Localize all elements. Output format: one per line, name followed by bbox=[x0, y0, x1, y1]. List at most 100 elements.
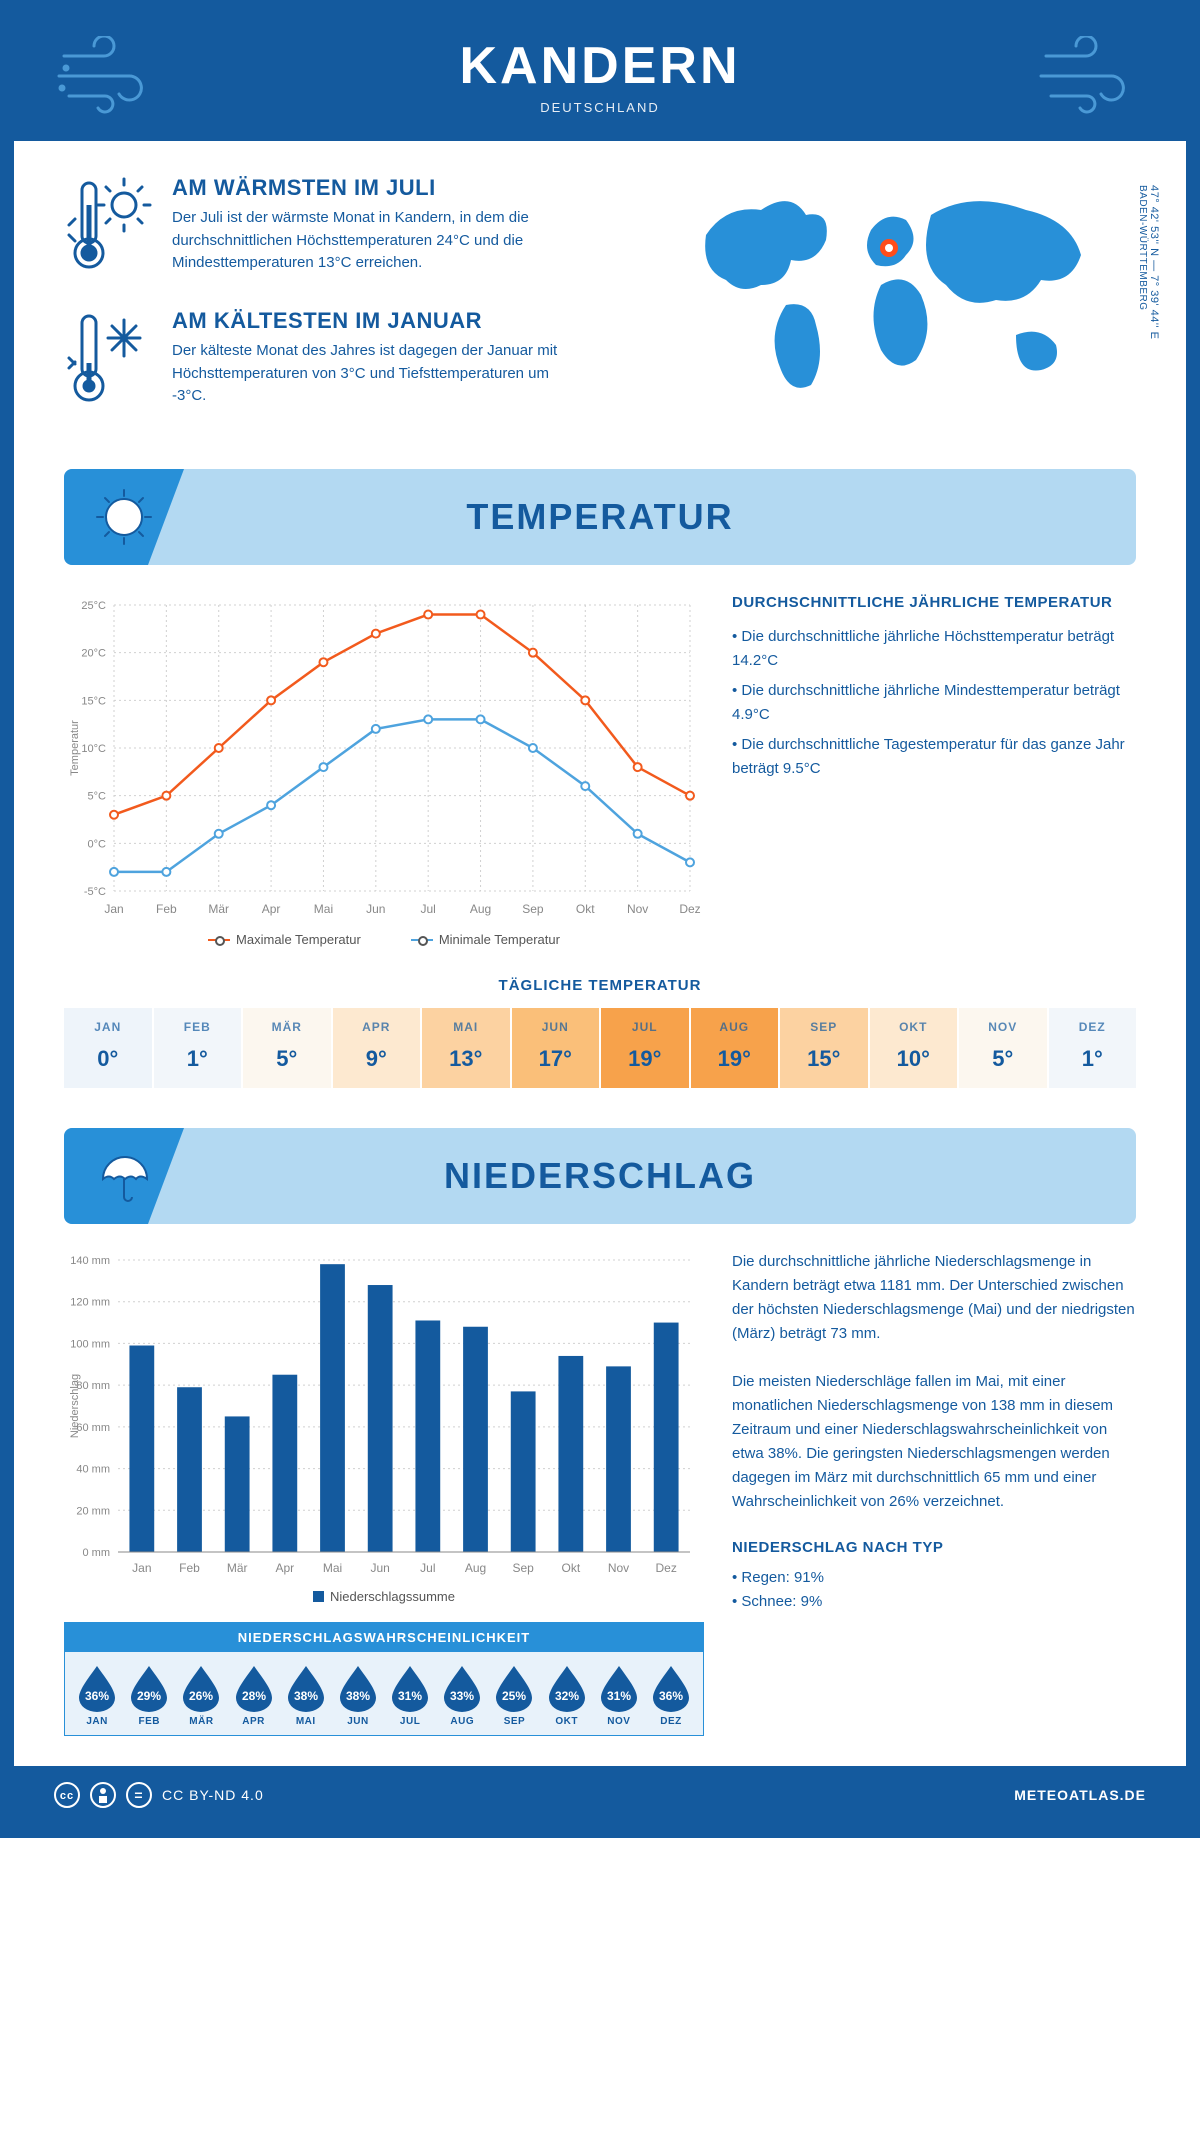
svg-text:Dez: Dez bbox=[655, 1561, 676, 1575]
svg-text:0°C: 0°C bbox=[88, 838, 107, 850]
daily-temp-table: JAN0°FEB1°MÄR5°APR9°MAI13°JUN17°JUL19°AU… bbox=[64, 1008, 1136, 1088]
temperature-summary: DURCHSCHNITTLICHE JÄHRLICHE TEMPERATUR •… bbox=[732, 591, 1136, 947]
svg-text:Jul: Jul bbox=[420, 1561, 435, 1575]
prob-cell: 32%OKT bbox=[541, 1664, 593, 1727]
sun-icon bbox=[64, 469, 184, 565]
svg-text:Feb: Feb bbox=[156, 902, 177, 916]
daily-temp-title: TÄGLICHE TEMPERATUR bbox=[64, 977, 1136, 994]
svg-text:Okt: Okt bbox=[576, 902, 595, 916]
svg-text:0 mm: 0 mm bbox=[83, 1547, 111, 1559]
svg-text:Apr: Apr bbox=[262, 902, 281, 916]
svg-text:140 mm: 140 mm bbox=[70, 1255, 110, 1267]
svg-text:31%: 31% bbox=[398, 1689, 422, 1703]
prob-cell: 36%JAN bbox=[71, 1664, 123, 1727]
daily-cell: OKT10° bbox=[870, 1008, 958, 1088]
daily-cell: MÄR5° bbox=[243, 1008, 331, 1088]
daily-cell: DEZ1° bbox=[1049, 1008, 1137, 1088]
umbrella-icon bbox=[64, 1128, 184, 1224]
svg-text:Aug: Aug bbox=[465, 1561, 486, 1575]
country: DEUTSCHLAND bbox=[14, 100, 1186, 115]
svg-text:=: = bbox=[134, 1787, 143, 1803]
svg-text:Mär: Mär bbox=[208, 902, 229, 916]
prob-cell: 31%JUL bbox=[384, 1664, 436, 1727]
coldest-text: Der kälteste Monat des Jahres ist dagege… bbox=[172, 340, 572, 408]
svg-text:Nov: Nov bbox=[627, 902, 648, 916]
coldest-block: AM KÄLTESTEN IM JANUAR Der kälteste Mona… bbox=[64, 308, 646, 413]
daily-cell: MAI13° bbox=[422, 1008, 510, 1088]
daily-cell: JUL19° bbox=[601, 1008, 689, 1088]
svg-text:Mai: Mai bbox=[314, 902, 333, 916]
svg-text:31%: 31% bbox=[607, 1689, 631, 1703]
temperature-legend: Maximale Temperatur Minimale Temperatur bbox=[64, 932, 704, 947]
svg-text:80 mm: 80 mm bbox=[76, 1380, 110, 1392]
svg-text:26%: 26% bbox=[189, 1689, 213, 1703]
footer: cc = CC BY-ND 4.0 METEOATLAS.DE bbox=[14, 1766, 1186, 1824]
city-name: KANDERN bbox=[14, 36, 1186, 96]
precipitation-summary: Die durchschnittliche jährliche Niedersc… bbox=[732, 1250, 1136, 1736]
svg-text:Temperatur: Temperatur bbox=[69, 720, 81, 776]
svg-text:32%: 32% bbox=[555, 1689, 579, 1703]
svg-text:38%: 38% bbox=[294, 1689, 318, 1703]
svg-text:25%: 25% bbox=[502, 1689, 526, 1703]
site-name: METEOATLAS.DE bbox=[1014, 1787, 1146, 1803]
svg-text:36%: 36% bbox=[85, 1689, 109, 1703]
precipitation-banner: NIEDERSCHLAG bbox=[64, 1128, 1136, 1224]
daily-cell: JAN0° bbox=[64, 1008, 152, 1088]
warmest-block: AM WÄRMSTEN IM JULI Der Juli ist der wär… bbox=[64, 175, 646, 280]
svg-text:Okt: Okt bbox=[561, 1561, 580, 1575]
svg-text:Sep: Sep bbox=[522, 902, 544, 916]
prob-cell: 29%FEB bbox=[123, 1664, 175, 1727]
warmest-text: Der Juli ist der wärmste Monat in Kander… bbox=[172, 207, 572, 275]
prob-cell: 26%MÄR bbox=[175, 1664, 227, 1727]
svg-text:20°C: 20°C bbox=[81, 648, 106, 660]
svg-text:120 mm: 120 mm bbox=[70, 1297, 110, 1309]
svg-text:5°C: 5°C bbox=[88, 791, 107, 803]
daily-cell: APR9° bbox=[333, 1008, 421, 1088]
license: cc = CC BY-ND 4.0 bbox=[54, 1782, 264, 1808]
daily-cell: NOV5° bbox=[959, 1008, 1047, 1088]
svg-text:40 mm: 40 mm bbox=[76, 1464, 110, 1476]
coldest-title: AM KÄLTESTEN IM JANUAR bbox=[172, 308, 572, 334]
prob-cell: 38%JUN bbox=[332, 1664, 384, 1727]
thermometer-sun-icon bbox=[64, 175, 154, 280]
svg-text:Jan: Jan bbox=[104, 902, 123, 916]
prob-cell: 38%MAI bbox=[280, 1664, 332, 1727]
svg-text:Jan: Jan bbox=[132, 1561, 151, 1575]
svg-text:Apr: Apr bbox=[275, 1561, 294, 1575]
svg-text:Mai: Mai bbox=[323, 1561, 342, 1575]
svg-text:29%: 29% bbox=[137, 1689, 161, 1703]
daily-cell: SEP15° bbox=[780, 1008, 868, 1088]
coordinates: 47° 42' 53'' N — 7° 39' 44'' E BADEN-WÜR… bbox=[1136, 185, 1160, 339]
precipitation-legend: Niederschlagssumme bbox=[64, 1589, 704, 1604]
prob-cell: 36%DEZ bbox=[645, 1664, 697, 1727]
header: KANDERN DEUTSCHLAND bbox=[14, 14, 1186, 141]
svg-text:Sep: Sep bbox=[512, 1561, 534, 1575]
svg-text:60 mm: 60 mm bbox=[76, 1422, 110, 1434]
precipitation-probability: NIEDERSCHLAGSWAHRSCHEINLICHKEIT 36%JAN29… bbox=[64, 1622, 704, 1736]
world-map: 47° 42' 53'' N — 7° 39' 44'' E BADEN-WÜR… bbox=[676, 175, 1136, 410]
temperature-title: TEMPERATUR bbox=[466, 496, 733, 538]
precipitation-title: NIEDERSCHLAG bbox=[444, 1155, 756, 1197]
daily-cell: JUN17° bbox=[512, 1008, 600, 1088]
prob-cell: 33%AUG bbox=[436, 1664, 488, 1727]
svg-text:33%: 33% bbox=[450, 1689, 474, 1703]
svg-text:100 mm: 100 mm bbox=[70, 1338, 110, 1350]
svg-text:-5°C: -5°C bbox=[84, 886, 106, 898]
prob-cell: 28%APR bbox=[228, 1664, 280, 1727]
svg-text:36%: 36% bbox=[659, 1689, 683, 1703]
svg-text:Aug: Aug bbox=[470, 902, 491, 916]
svg-text:38%: 38% bbox=[346, 1689, 370, 1703]
svg-text:20 mm: 20 mm bbox=[76, 1505, 110, 1517]
svg-text:Mär: Mär bbox=[227, 1561, 248, 1575]
daily-cell: FEB1° bbox=[154, 1008, 242, 1088]
prob-cell: 25%SEP bbox=[488, 1664, 540, 1727]
temperature-line-chart: -5°C0°C5°C10°C15°C20°C25°CTemperaturJanF… bbox=[64, 591, 704, 921]
svg-text:10°C: 10°C bbox=[81, 743, 106, 755]
svg-text:Niederschlag: Niederschlag bbox=[69, 1374, 81, 1438]
svg-text:Jul: Jul bbox=[421, 902, 436, 916]
prob-cell: 31%NOV bbox=[593, 1664, 645, 1727]
precipitation-bar-chart: 0 mm 20 mm 40 mm 60 mm 80 mm 100 mm 120 mm 140 … bbox=[64, 1250, 704, 1580]
svg-text:cc: cc bbox=[60, 1790, 74, 1802]
svg-text:Dez: Dez bbox=[679, 902, 700, 916]
svg-text:28%: 28% bbox=[242, 1689, 266, 1703]
